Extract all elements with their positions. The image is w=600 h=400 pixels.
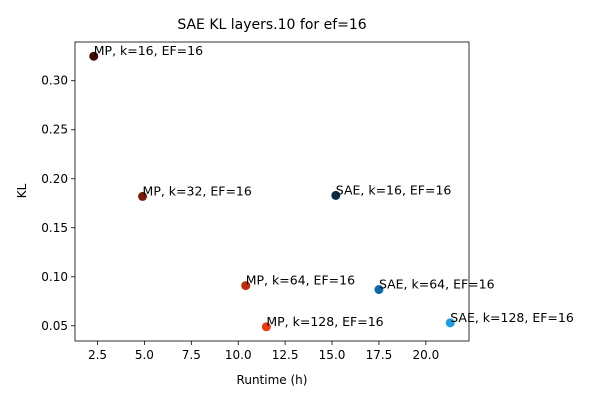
scatter-point [445, 318, 455, 328]
scatter-point [241, 281, 251, 291]
point-label: MP, k=32, EF=16 [143, 183, 252, 198]
scatter-point [374, 285, 384, 295]
scatter-point [89, 51, 99, 61]
x-tick-label: 7.5 [182, 348, 201, 362]
point-label: SAE, k=16, EF=16 [336, 182, 452, 197]
x-axis-label: Runtime (h) [237, 373, 308, 387]
point-label: SAE, k=64, EF=16 [379, 277, 495, 292]
x-tick-label: 15.0 [319, 348, 346, 362]
y-tick-label: 0.20 [41, 172, 68, 186]
x-tick-label: 20.0 [412, 348, 439, 362]
scatter-point [261, 322, 271, 332]
x-tick-label: 2.5 [88, 348, 107, 362]
scatter-point [331, 190, 341, 200]
y-axis-label: KL [15, 183, 29, 198]
plot-area [74, 41, 470, 342]
x-tick-label: 5.0 [135, 348, 154, 362]
chart-title: SAE KL layers.10 for ef=16 [177, 17, 366, 33]
y-tick-label: 0.05 [41, 319, 68, 333]
point-label: SAE, k=128, EF=16 [450, 310, 574, 325]
y-axis-ticks: 0.05 0.10 0.15 0.20 0.25 0.30 [41, 74, 75, 333]
point-label: MP, k=64, EF=16 [246, 273, 355, 288]
x-tick-label: 17.5 [366, 348, 393, 362]
y-tick-label: 0.30 [41, 74, 68, 88]
data-points: MP, k=16, EF=16 MP, k=32, EF=16 MP, k=64, … [89, 43, 574, 332]
y-tick-label: 0.10 [41, 270, 68, 284]
scatter-point [138, 191, 148, 201]
x-axis-ticks: 2.5 5.0 7.5 10.0 12.5 15.0 17.5 20.0 [88, 341, 439, 362]
y-tick-label: 0.25 [41, 123, 68, 137]
x-tick-label: 10.0 [225, 348, 252, 362]
point-label: MP, k=128, EF=16 [266, 314, 383, 329]
y-tick-label: 0.15 [41, 221, 68, 235]
plot-frame [74, 41, 470, 342]
point-label: MP, k=16, EF=16 [94, 43, 203, 58]
x-tick-label: 12.5 [272, 348, 299, 362]
